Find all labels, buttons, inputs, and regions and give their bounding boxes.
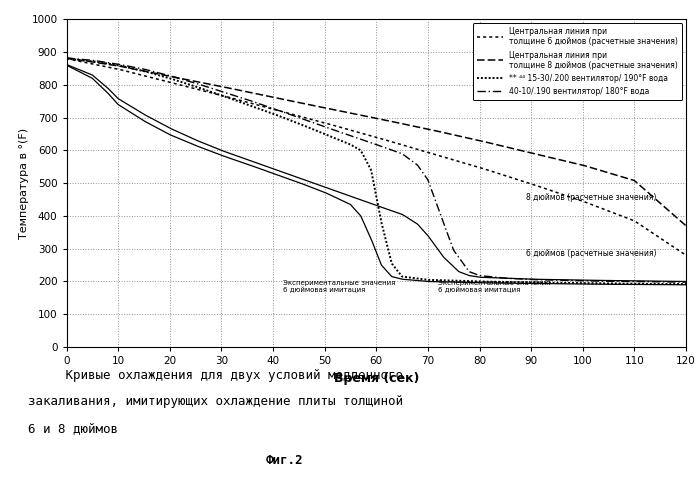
Text: Экспериментальные значения
6 дюймовая имитация: Экспериментальные значения 6 дюймовая им… xyxy=(438,280,551,294)
Text: 8 дюймов (расчетные значения): 8 дюймов (расчетные значения) xyxy=(526,193,657,202)
X-axis label: Время (сек): Время (сек) xyxy=(334,372,419,385)
Text: 6 дюймов (расчетные значения): 6 дюймов (расчетные значения) xyxy=(526,249,657,258)
Text: Кривые охлаждения для двух условий медленного: Кривые охлаждения для двух условий медле… xyxy=(28,369,403,382)
Text: Фиг.2: Фиг.2 xyxy=(266,454,304,467)
Legend: Центральная линия при
толщине 6 дюймов (расчетные значения), Центральная линия п: Центральная линия при толщине 6 дюймов (… xyxy=(473,23,682,100)
Text: закаливания, имитирующих охлаждение плиты толщиной: закаливания, имитирующих охлаждение плит… xyxy=(28,395,403,408)
Text: Экспериментальные значения
6 дюймовая имитация: Экспериментальные значения 6 дюймовая им… xyxy=(284,280,395,294)
Y-axis label: Температура в °(F): Температура в °(F) xyxy=(19,128,29,239)
Text: 6 и 8 дюймов: 6 и 8 дюймов xyxy=(28,422,118,435)
